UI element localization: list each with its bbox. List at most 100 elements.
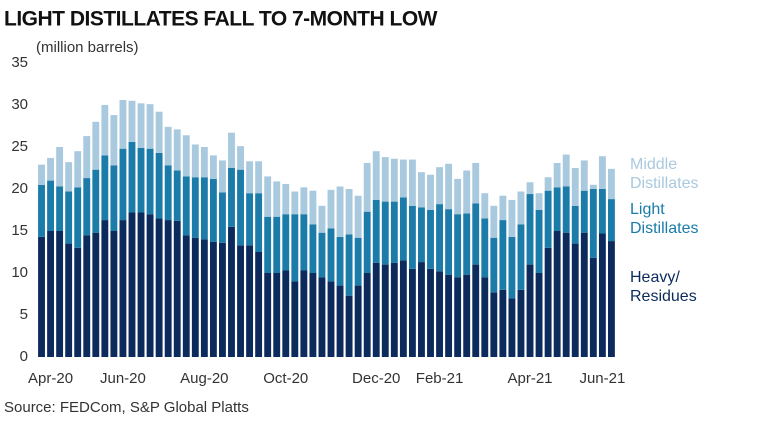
y-tick-label: 5	[20, 306, 28, 323]
bar-segment	[128, 212, 136, 357]
bar-segment	[273, 181, 281, 217]
bar-segment	[209, 241, 217, 357]
bar-segment	[110, 115, 118, 166]
bar-segment	[200, 147, 208, 178]
bar-segment	[363, 211, 371, 273]
y-tick-label: 0	[20, 348, 28, 365]
bar-segment	[255, 193, 263, 252]
bar-segment	[146, 104, 154, 149]
bar-segment	[354, 285, 362, 357]
bar-segment	[47, 157, 55, 181]
bar-segment	[436, 271, 443, 357]
bar-segment	[571, 168, 579, 206]
bar-segment	[300, 187, 308, 215]
bar-segment	[128, 141, 136, 213]
bar-segment	[517, 191, 525, 225]
y-tick-label: 15	[11, 222, 28, 239]
y-tick-label: 35	[11, 54, 28, 71]
bar-segment	[309, 190, 317, 225]
bar-segment	[345, 295, 353, 357]
bar-segment	[598, 156, 606, 189]
bar-segment	[472, 203, 480, 265]
bar-segment	[200, 239, 208, 357]
bar-segment	[345, 189, 353, 235]
bar-segment	[399, 260, 407, 357]
bar-segment	[237, 146, 244, 170]
x-tick-label: Aug-20	[180, 370, 228, 387]
bar-segment	[454, 214, 462, 278]
bar-segment	[173, 170, 181, 221]
bar-segment	[38, 184, 45, 237]
x-tick-label: Apr-20	[28, 370, 73, 387]
bar-segment	[490, 292, 498, 357]
bar-segment	[191, 144, 199, 178]
bar-segment	[535, 193, 543, 210]
bar-segment	[264, 176, 272, 217]
x-tick-label: Oct-20	[263, 370, 308, 387]
bar-segment	[399, 197, 407, 261]
bar-segment	[191, 237, 199, 357]
bar-segment	[345, 234, 353, 296]
bar-segment	[327, 281, 335, 357]
bar-segment	[119, 99, 127, 149]
bar-segment	[300, 270, 308, 357]
bar-segment	[499, 195, 507, 221]
bar-segment	[264, 216, 272, 273]
bar-segment	[291, 191, 299, 215]
bar-segment	[445, 274, 453, 357]
bar-segment	[499, 289, 507, 357]
bar-segment	[553, 231, 561, 357]
bar-segment	[155, 111, 163, 153]
bar-segment	[110, 165, 118, 231]
bar-segment	[418, 172, 425, 208]
bar-segment	[372, 262, 380, 357]
bar-segment	[137, 147, 145, 213]
bar-segment	[255, 161, 263, 194]
bar-segment	[65, 191, 73, 244]
bar-segment	[490, 205, 498, 238]
bar-segment	[246, 161, 254, 194]
bar-segment	[427, 268, 434, 357]
y-tick-label: 10	[11, 264, 28, 281]
x-tick-label: Jun-20	[100, 370, 146, 387]
bar-segment	[74, 247, 82, 357]
bar-segment	[553, 187, 561, 231]
bar-segment	[526, 194, 534, 265]
bar-segment	[481, 218, 489, 278]
bar-segment	[598, 233, 606, 357]
bar-segment	[508, 298, 516, 357]
bar-segment	[291, 281, 299, 357]
bar-segment	[490, 237, 498, 293]
bar-segment	[65, 162, 73, 192]
bar-segment	[318, 232, 326, 278]
subtitle: (million barrels)	[36, 39, 139, 56]
y-tick-label: 20	[11, 180, 28, 197]
bar-segment	[92, 121, 100, 170]
bar-segment	[390, 158, 398, 202]
bar-segment	[336, 285, 344, 357]
bar-segment	[399, 159, 407, 198]
bar-segment	[110, 231, 118, 357]
bar-segment	[363, 162, 371, 212]
bar-segment	[56, 186, 64, 231]
bar-segment	[598, 189, 606, 234]
bar-segment	[237, 169, 244, 246]
bar-segment	[83, 235, 91, 357]
bar-segment	[182, 135, 190, 177]
bar-segment	[607, 199, 615, 242]
bar-segment	[191, 177, 199, 238]
y-tick-label: 25	[11, 138, 28, 155]
x-tick-label: Jun-21	[579, 370, 625, 387]
bar-segment	[182, 235, 190, 357]
bar-segment	[499, 220, 507, 290]
bar-segment	[553, 162, 561, 188]
bar-segment	[463, 274, 471, 357]
bar-segment	[155, 152, 163, 219]
bar-segment	[472, 264, 480, 357]
bar-segment	[282, 214, 290, 271]
bar-segment	[481, 193, 489, 219]
bar-segment	[535, 210, 543, 273]
bar-segment	[164, 165, 172, 221]
bar-segment	[309, 273, 317, 357]
bar-segment	[101, 220, 109, 357]
